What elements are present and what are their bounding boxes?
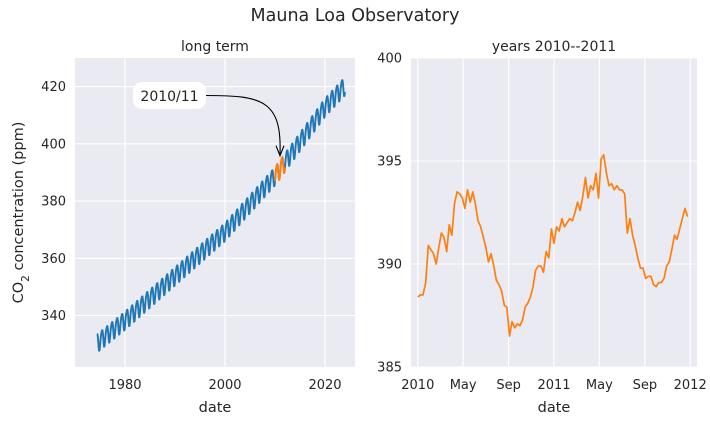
x-tick-label-1-6: 2012 — [674, 378, 707, 393]
y-tick-label-1-3: 400 — [377, 52, 402, 67]
x-axis-label-1: date — [538, 400, 571, 416]
x-tick-label-0-0: 1980 — [108, 378, 141, 393]
x-tick-label-0-2: 2020 — [308, 378, 341, 393]
x-tick-label-1-0: 2010 — [401, 378, 434, 393]
y-tick-label-1-0: 385 — [377, 361, 402, 376]
long-term-series-line — [96, 79, 346, 352]
highlight-2010-2011-line — [274, 156, 286, 182]
annotation-arrowhead — [275, 145, 285, 158]
x-axis-label-0: date — [199, 400, 232, 416]
annotation-label: 2010/11 — [140, 89, 198, 105]
x-tick-label-1-5: Sep — [633, 378, 658, 393]
zoom-2010-2011-series-line — [417, 153, 689, 337]
y-tick-label-0-2: 380 — [41, 195, 66, 210]
y-tick-label-0-4: 420 — [41, 80, 66, 95]
annotation-box — [133, 82, 206, 109]
y-tick-label-0-3: 400 — [41, 137, 66, 152]
x-tick-label-1-2: Sep — [496, 378, 521, 393]
y-tick-label-1-2: 395 — [377, 155, 402, 170]
annotation-arrow — [205, 94, 281, 154]
x-tick-label-1-4: May — [586, 378, 613, 393]
panel-title-1: years 2010--2011 — [492, 39, 616, 55]
x-tick-label-0-1: 2000 — [208, 378, 241, 393]
y-tick-label-0-1: 360 — [41, 252, 66, 267]
x-tick-label-1-3: 2011 — [537, 378, 570, 393]
x-tick-label-1-1: May — [450, 378, 477, 393]
y-axis-label-0: CO2 concentration (ppm) — [11, 122, 32, 304]
figure-title: Mauna Loa Observatory — [250, 6, 460, 26]
y-tick-label-1-1: 390 — [377, 258, 402, 273]
panel-title-0: long term — [181, 39, 249, 55]
y-tick-label-0-0: 340 — [41, 309, 66, 324]
